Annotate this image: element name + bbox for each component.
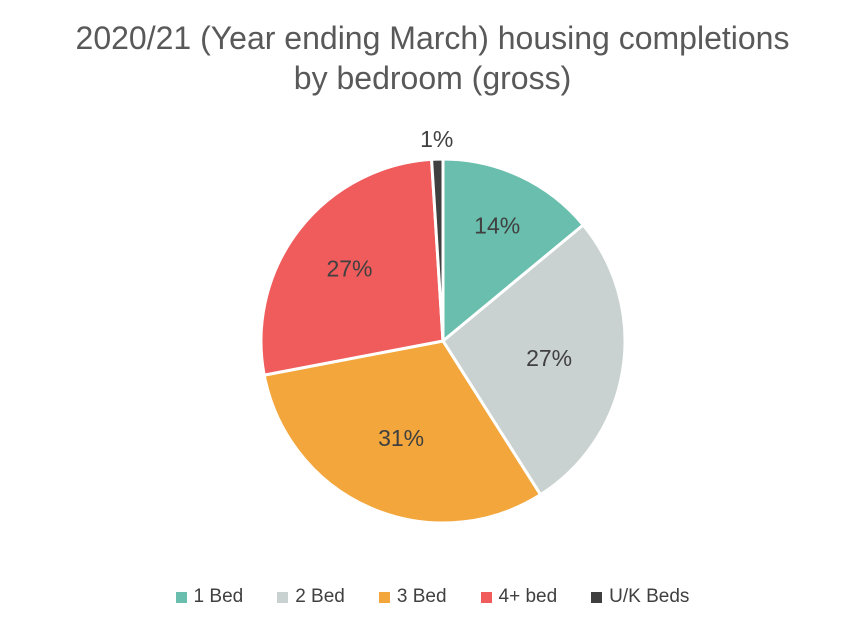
legend-label-u-k-beds: U/K Beds [609, 586, 690, 607]
legend-swatch-2-bed [277, 591, 289, 603]
legend-item-u-k-beds: U/K Beds [591, 586, 689, 608]
pie-slice-1-bed [441, 157, 585, 343]
chart-legend: 1 Bed 2 Bed 3 Bed 4+ bed U/K Beds [0, 586, 865, 608]
legend-swatch-3-bed [378, 591, 390, 603]
legend-swatch-4-bed [480, 591, 492, 603]
data-label-1-bed: 14% [474, 213, 520, 239]
chart-title: 2020/21 (Year ending March) housing comp… [0, 18, 865, 98]
legend-label-1-bed: 1 Bed [193, 586, 244, 607]
legend-swatch-1-bed [175, 591, 187, 603]
pie-slice-3-bed [262, 339, 543, 525]
legend-label-2-bed: 2 Bed [295, 586, 345, 607]
pie-slice-u-k-beds [430, 157, 445, 343]
pie-slice-4-bed [259, 157, 445, 377]
legend-item-4-bed: 4+ bed [480, 586, 558, 608]
legend-item-2-bed: 2 Bed [277, 586, 345, 608]
data-label-2-bed: 27% [526, 345, 572, 371]
data-label-3-bed: 31% [378, 425, 424, 451]
legend-item-3-bed: 3 Bed [378, 586, 447, 608]
data-label-u-k-beds: 1% [420, 126, 453, 152]
pie-slice-2-bed [441, 223, 627, 497]
legend-label-3-bed: 3 Bed [396, 586, 447, 607]
chart-title-line-1: 2020/21 (Year ending March) housing comp… [75, 20, 790, 56]
chart-title-line-2: by bedroom (gross) [293, 60, 572, 96]
data-label-4-bed: 27% [326, 256, 372, 282]
legend-label-4-bed: 4+ bed [498, 586, 558, 607]
legend-item-1-bed: 1 Bed [175, 586, 244, 608]
legend-swatch-u-k-beds [591, 591, 603, 603]
